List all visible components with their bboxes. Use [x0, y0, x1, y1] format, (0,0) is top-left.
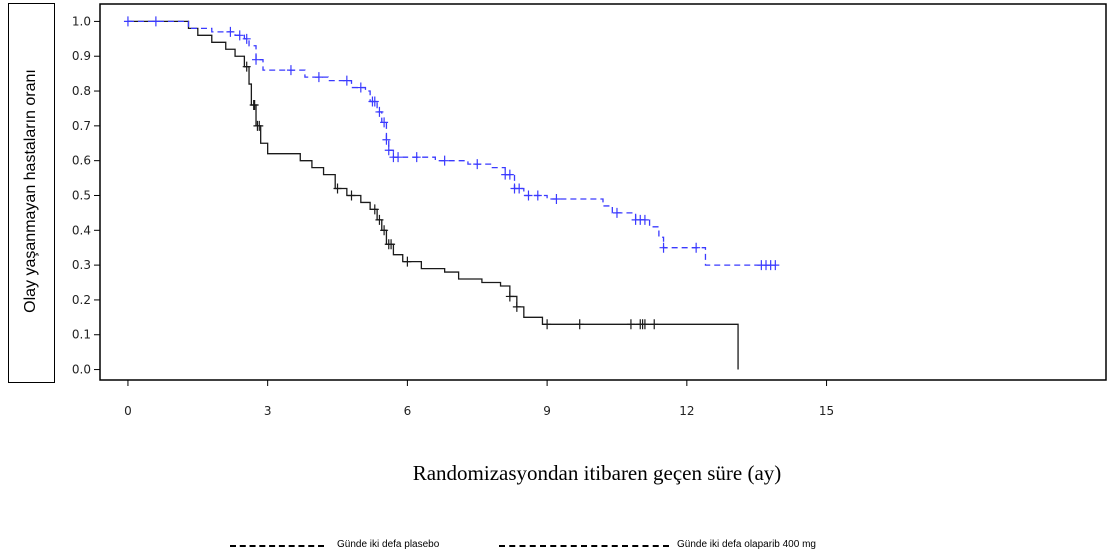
censor-mark-olaparib-6 [286, 65, 295, 76]
censor-mark-olaparib-13 [380, 117, 389, 128]
y-tick-label-8: 0.8 [72, 84, 91, 98]
x-tick-label-0: 0 [124, 404, 132, 418]
censor-mark-placebo-16 [575, 319, 584, 330]
y-tick-label-3: 0.3 [72, 258, 91, 272]
censor-mark-olaparib-32 [659, 242, 668, 253]
legend-label-olaparib: Günde iki defa olaparib 400 mg [677, 539, 816, 550]
y-tick-label-1: 0.1 [72, 328, 91, 342]
censor-mark-olaparib-31 [640, 214, 649, 225]
censor-mark-placebo-20 [640, 319, 649, 330]
censor-mark-olaparib-14 [382, 134, 391, 145]
y-tick-label-10: 1.0 [72, 14, 91, 28]
censor-mark-olaparib-3 [235, 30, 244, 41]
censor-mark-placebo-5 [333, 183, 342, 194]
censor-mark-olaparib-12 [375, 106, 384, 117]
y-tick-label-4: 0.4 [72, 223, 91, 237]
censor-mark-olaparib-4 [242, 33, 251, 44]
censor-mark-olaparib-25 [524, 190, 533, 201]
y-tick-label-2: 0.2 [72, 293, 91, 307]
censor-mark-olaparib-0 [123, 16, 132, 27]
x-tick-label-1: 3 [264, 404, 272, 418]
plot-frame [99, 3, 1107, 381]
censor-mark-olaparib-22 [505, 169, 514, 180]
censor-mark-olaparib-7 [314, 72, 323, 83]
legend-label-placebo: Günde iki defa plasebo [337, 539, 440, 550]
censor-mark-olaparib-2 [226, 26, 235, 37]
x-tick-label-3: 9 [543, 404, 551, 418]
censor-mark-olaparib-28 [612, 207, 621, 218]
y-tick-label-5: 0.5 [72, 188, 91, 202]
censor-mark-olaparib-19 [440, 155, 449, 166]
censor-mark-placebo-14 [512, 301, 521, 312]
series-line-olaparib [127, 20, 776, 266]
censor-mark-olaparib-33 [692, 242, 701, 253]
censor-mark-olaparib-1 [151, 16, 160, 27]
series-line-placebo [127, 20, 739, 370]
y-tick-label-9: 0.9 [72, 49, 91, 63]
censor-mark-olaparib-15 [384, 145, 393, 156]
censor-mark-olaparib-26 [533, 190, 542, 201]
censor-mark-placebo-8 [375, 214, 384, 225]
legend-swatch-placebo [230, 545, 324, 547]
y-tick-label-7: 0.7 [72, 119, 91, 133]
y-axis-label-box [8, 3, 55, 383]
censor-mark-placebo-12 [403, 256, 412, 267]
censor-mark-placebo-13 [505, 291, 514, 302]
censor-mark-placebo-21 [650, 319, 659, 330]
x-axis-label: Randomizasyondan itibaren geçen süre (ay… [412, 461, 782, 485]
x-tick-label-4: 12 [679, 404, 694, 418]
censor-mark-olaparib-5 [252, 54, 261, 65]
censor-mark-placebo-17 [626, 319, 635, 330]
censor-mark-olaparib-9 [356, 82, 365, 93]
censor-mark-placebo-15 [543, 319, 552, 330]
censor-mark-olaparib-17 [394, 152, 403, 163]
censor-mark-olaparib-18 [412, 152, 421, 163]
x-tick-label-5: 15 [819, 404, 834, 418]
censor-mark-olaparib-24 [515, 183, 524, 194]
censor-mark-placebo-9 [380, 225, 389, 236]
y-tick-label-0: 0.0 [72, 363, 91, 377]
censor-mark-olaparib-11 [370, 96, 379, 107]
censor-mark-olaparib-8 [342, 75, 351, 86]
y-axis-label: Olay yaşanmayan hastaların oranı [22, 69, 39, 313]
censor-mark-olaparib-37 [771, 260, 780, 271]
y-tick-label-6: 0.6 [72, 154, 91, 168]
censor-mark-placebo-0 [242, 61, 251, 72]
censor-mark-olaparib-20 [473, 159, 482, 170]
censor-mark-olaparib-27 [552, 193, 561, 204]
censor-mark-placebo-2 [250, 99, 259, 110]
censor-mark-placebo-6 [347, 190, 356, 201]
censor-mark-placebo-7 [370, 204, 379, 215]
censor-mark-placebo-4 [255, 120, 264, 131]
censor-mark-placebo-11 [387, 239, 396, 250]
x-tick-label-2: 6 [404, 404, 412, 418]
legend-swatch-olaparib [499, 545, 669, 547]
